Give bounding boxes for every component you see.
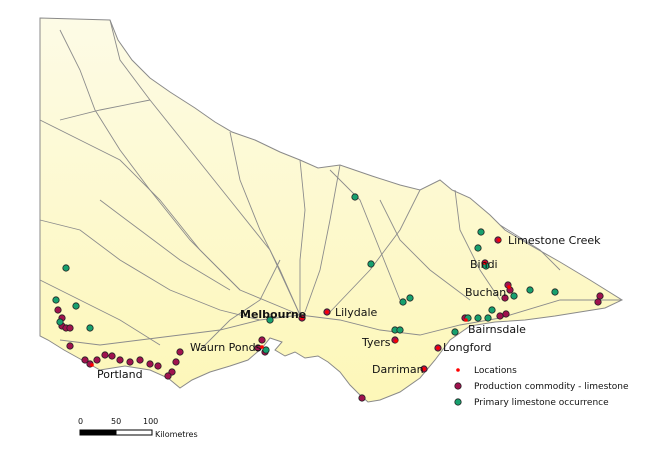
- road: [39, 219, 261, 321]
- location-marker[interactable]: [464, 318, 468, 322]
- place-label: Bindi: [470, 258, 498, 271]
- production-limestone-marker[interactable]: [146, 360, 154, 368]
- primary-occurrence-marker[interactable]: [351, 193, 359, 201]
- primary-occurrence-marker[interactable]: [56, 318, 64, 326]
- location-marker[interactable]: [497, 238, 501, 242]
- road: [199, 259, 281, 351]
- production-limestone-marker[interactable]: [164, 372, 172, 380]
- road: [329, 189, 421, 313]
- production-limestone-marker[interactable]: [66, 324, 74, 332]
- location-marker[interactable]: [422, 367, 426, 371]
- location-marker[interactable]: [300, 316, 304, 320]
- road: [304, 164, 341, 313]
- production-limestone-marker[interactable]: [154, 362, 162, 370]
- place-label: Melbourne: [240, 308, 306, 321]
- place-label: Darriman: [372, 363, 424, 376]
- place-label: Longford: [443, 341, 492, 354]
- production-limestone-marker[interactable]: [108, 352, 116, 360]
- primary-occurrence-marker[interactable]: [396, 326, 404, 334]
- primary-occurrence-marker[interactable]: [484, 314, 492, 322]
- location-marker[interactable]: [325, 310, 329, 314]
- production-limestone-marker[interactable]: [594, 298, 602, 306]
- place-label: Portland: [97, 368, 143, 381]
- production-limestone-marker[interactable]: [501, 294, 509, 302]
- primary-occurrence-marker[interactable]: [72, 302, 80, 310]
- road: [379, 199, 471, 301]
- location-marker[interactable]: [507, 285, 511, 289]
- production-limestone-marker[interactable]: [116, 356, 124, 364]
- primary-occurrence-marker[interactable]: [510, 292, 518, 300]
- road: [299, 159, 306, 315]
- legend-location-icon: [456, 368, 460, 372]
- location-marker[interactable]: [90, 363, 94, 367]
- scale-tick-100: 100: [143, 417, 158, 426]
- production-limestone-marker[interactable]: [596, 292, 604, 300]
- legend-production-icon: [454, 382, 462, 390]
- primary-occurrence-marker[interactable]: [526, 286, 534, 294]
- road: [229, 131, 301, 316]
- primary-occurrence-marker[interactable]: [86, 324, 94, 332]
- legend-label: Primary limestone occurrence: [474, 398, 609, 408]
- scale-tick-0: 0: [78, 417, 83, 426]
- place-label: Buchan: [465, 286, 506, 299]
- scale-bar: 0 50 100 Kilometres: [78, 417, 198, 439]
- primary-occurrence-marker[interactable]: [488, 306, 496, 314]
- place-label: Waurn Ponds: [190, 341, 262, 354]
- primary-occurrence-marker[interactable]: [367, 260, 375, 268]
- production-limestone-marker[interactable]: [496, 312, 504, 320]
- place-label: Lilydale: [335, 306, 378, 319]
- production-limestone-marker[interactable]: [358, 394, 366, 402]
- legend-occurrence-icon: [454, 398, 462, 406]
- road: [39, 279, 161, 346]
- place-label: Bairnsdale: [468, 323, 526, 336]
- primary-occurrence-marker[interactable]: [474, 314, 482, 322]
- production-limestone-marker[interactable]: [176, 348, 184, 356]
- primary-occurrence-marker[interactable]: [62, 264, 70, 272]
- primary-occurrence-marker[interactable]: [551, 288, 559, 296]
- production-limestone-marker[interactable]: [258, 336, 266, 344]
- place-labels: Limestone Creek Bindi Buchan Bairnsdale Lily…: [97, 234, 601, 381]
- legend: Locations Production commodity - limeston…: [454, 366, 629, 408]
- production-limestone-marker[interactable]: [172, 358, 180, 366]
- roads: [39, 19, 622, 351]
- road: [454, 189, 501, 301]
- place-label: Limestone Creek: [508, 234, 601, 247]
- primary-occurrence-marker[interactable]: [52, 296, 60, 304]
- road: [499, 224, 561, 271]
- production-limestone-marker[interactable]: [54, 306, 62, 314]
- production-limestone-marker[interactable]: [93, 356, 101, 364]
- primary-occurrence-marker[interactable]: [406, 294, 414, 302]
- legend-label: Locations: [474, 366, 517, 376]
- primary-occurrence-marker[interactable]: [399, 298, 407, 306]
- place-label: Tyers: [361, 336, 391, 349]
- victoria-outline: [39, 17, 624, 403]
- road: [99, 199, 231, 291]
- road: [299, 299, 622, 336]
- production-limestone-marker[interactable]: [66, 342, 74, 350]
- primary-occurrence-marker[interactable]: [266, 316, 274, 324]
- production-limestone-marker[interactable]: [81, 356, 89, 364]
- location-marker[interactable]: [260, 345, 264, 349]
- primary-occurrence-marker[interactable]: [262, 346, 270, 354]
- production-limestone-marker[interactable]: [101, 351, 109, 359]
- location-marker[interactable]: [436, 346, 440, 350]
- road: [39, 119, 241, 291]
- primary-occurrence-marker[interactable]: [477, 228, 485, 236]
- road: [59, 99, 151, 121]
- road: [329, 169, 401, 301]
- production-limestone-marker[interactable]: [502, 310, 510, 318]
- location-marker[interactable]: [483, 261, 487, 265]
- legend-label: Production commodity - limestone: [474, 382, 629, 392]
- scale-unit: Kilometres: [155, 430, 198, 439]
- primary-occurrence-marker[interactable]: [474, 244, 482, 252]
- location-marker[interactable]: [394, 339, 398, 343]
- scale-tick-50: 50: [111, 417, 121, 426]
- primary-occurrence-marker[interactable]: [451, 328, 459, 336]
- markers: [52, 193, 604, 402]
- production-limestone-marker[interactable]: [136, 356, 144, 364]
- production-limestone-marker[interactable]: [126, 358, 134, 366]
